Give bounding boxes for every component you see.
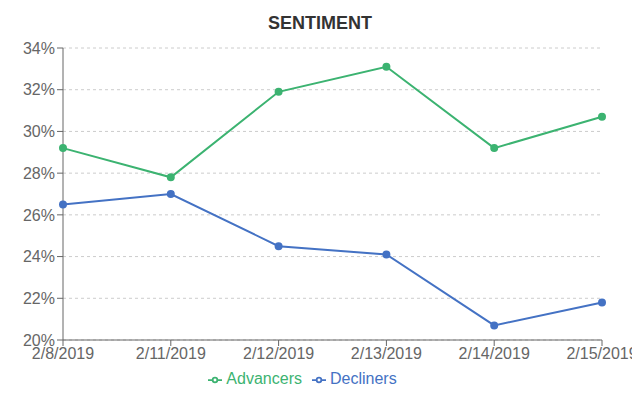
svg-text:24%: 24% <box>23 248 55 265</box>
svg-text:22%: 22% <box>23 290 55 307</box>
svg-text:2/13/2019: 2/13/2019 <box>351 345 422 362</box>
svg-text:28%: 28% <box>23 165 55 182</box>
svg-text:2/11/2019: 2/11/2019 <box>136 345 206 362</box>
svg-text:2/14/2019: 2/14/2019 <box>459 345 530 362</box>
svg-text:34%: 34% <box>23 40 55 57</box>
svg-text:32%: 32% <box>23 81 55 98</box>
svg-text:30%: 30% <box>23 123 55 140</box>
svg-text:2/15/2019: 2/15/2019 <box>566 345 632 362</box>
html-text:Decliners: Decliners <box>330 370 397 387</box>
svg-text:2/8/2019: 2/8/2019 <box>31 345 95 363</box>
svg-text:2/12/2019: 2/12/2019 <box>243 345 314 362</box>
svg-text:26%: 26% <box>23 207 55 224</box>
html-text:Advancers: Advancers <box>226 370 302 387</box>
svg-text:20%: 20% <box>23 332 55 349</box>
html-text:SENTIMENT: SENTIMENT <box>268 13 372 33</box>
